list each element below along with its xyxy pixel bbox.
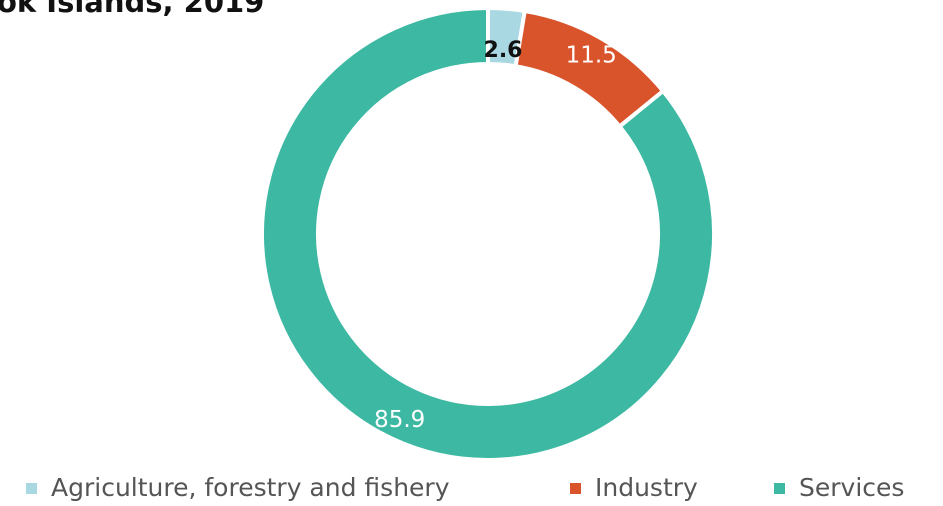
legend-swatch-agriculture	[26, 482, 37, 494]
legend-label-services: Services	[799, 473, 905, 502]
donut-slices	[260, 5, 716, 462]
data-label-agriculture: 2.6	[484, 38, 523, 63]
chart-legend: Agriculture, forestry and fishery Indust…	[0, 468, 943, 506]
legend-swatch-industry	[570, 482, 581, 494]
slice-services	[260, 5, 716, 462]
data-label-industry: 11.5	[566, 43, 617, 69]
legend-item-agriculture: Agriculture, forestry and fishery	[26, 468, 450, 506]
legend-item-services: Services	[774, 468, 904, 506]
legend-item-industry: Industry	[570, 468, 698, 506]
legend-label-agriculture: Agriculture, forestry and fishery	[51, 473, 450, 502]
legend-swatch-services	[774, 482, 785, 494]
chart-title: ok Islands, 2019	[0, 0, 265, 19]
donut-data-labels: 2.6 11.5 85.9	[374, 38, 617, 433]
donut-chart: 2.6 11.5 85.9	[260, 5, 716, 462]
data-label-services: 85.9	[374, 407, 425, 433]
legend-label-industry: Industry	[595, 473, 698, 502]
